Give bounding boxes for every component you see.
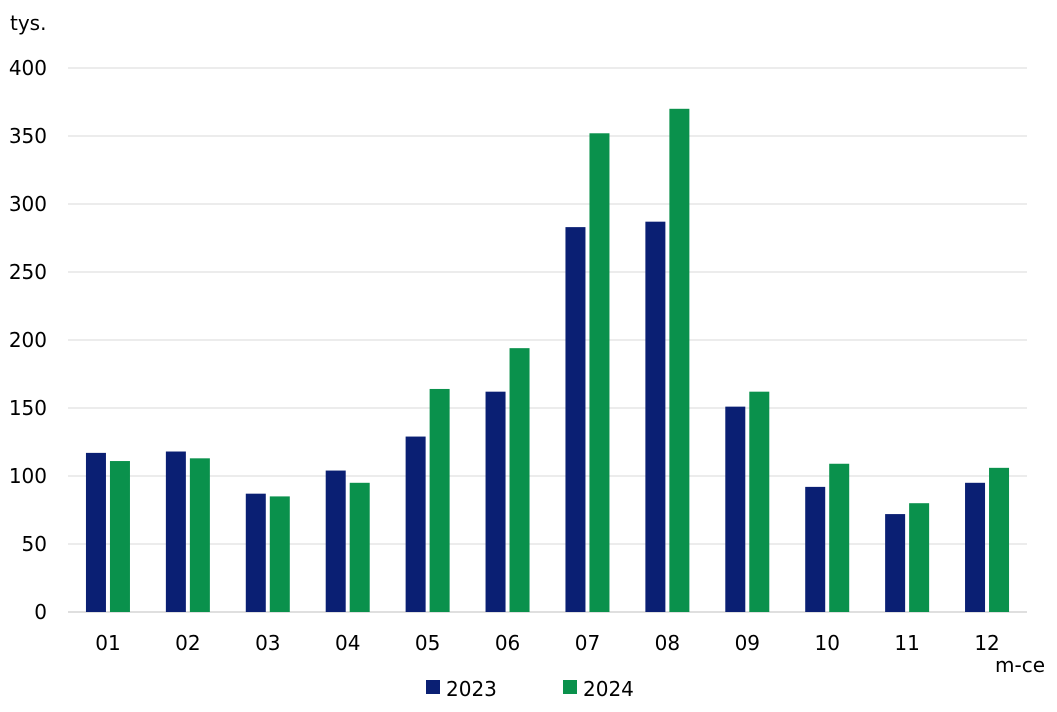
bar-2023-01 (85, 452, 106, 612)
bar-2024-02 (189, 458, 210, 612)
bar-2023-09 (725, 406, 746, 612)
bar-2024-04 (349, 482, 370, 612)
y-tick-label: 400 (9, 56, 47, 80)
bar-2024-07 (589, 133, 610, 612)
legend-swatch-2023 (426, 680, 440, 694)
bar-2024-09 (749, 391, 770, 612)
gridlines (68, 67, 1027, 613)
bar-2024-05 (429, 388, 450, 612)
bar-2024-06 (509, 348, 530, 612)
legend-swatch-2024 (563, 680, 577, 694)
bar-2023-07 (565, 227, 586, 612)
x-axis-ticks: 01 02 03 04 05 06 07 08 09 10 11 12 (95, 631, 1000, 655)
x-tick-label: 09 (735, 631, 760, 655)
x-tick-label: 11 (894, 631, 919, 655)
x-tick-label: 02 (175, 631, 200, 655)
x-axis-title: m-ce (995, 653, 1045, 677)
bar-2023-02 (165, 451, 186, 612)
x-tick-label: 04 (335, 631, 360, 655)
x-tick-label: 10 (814, 631, 839, 655)
x-tick-label: 03 (255, 631, 280, 655)
bars (85, 108, 1010, 613)
legend: 2023 2024 (426, 677, 634, 701)
x-tick-label: 05 (415, 631, 440, 655)
y-tick-label: 50 (22, 532, 47, 556)
bar-2023-12 (965, 482, 986, 612)
y-tick-label: 0 (34, 600, 47, 624)
bar-2024-10 (829, 463, 850, 612)
y-axis-ticks: 0 50 100 150 200 250 300 350 400 (9, 56, 47, 624)
y-axis-title: tys. (10, 11, 46, 35)
x-tick-label: 08 (655, 631, 680, 655)
bar-2023-04 (325, 470, 346, 612)
bar-2023-10 (805, 486, 826, 612)
bar-2024-01 (109, 461, 130, 612)
bar-2024-11 (909, 503, 930, 612)
y-tick-label: 350 (9, 124, 47, 148)
y-tick-label: 200 (9, 328, 47, 352)
bar-2023-11 (885, 514, 906, 612)
y-tick-label: 300 (9, 192, 47, 216)
x-tick-label: 01 (95, 631, 120, 655)
legend-label-2023: 2023 (446, 677, 497, 701)
y-tick-label: 150 (9, 396, 47, 420)
bar-2023-05 (405, 436, 426, 612)
y-tick-label: 250 (9, 260, 47, 284)
bar-2023-08 (645, 221, 666, 612)
bar-2024-12 (989, 467, 1010, 612)
y-tick-label: 100 (9, 464, 47, 488)
x-tick-label: 07 (575, 631, 600, 655)
bar-2024-08 (669, 108, 690, 613)
bar-2024-03 (269, 496, 290, 612)
x-tick-label: 12 (974, 631, 999, 655)
bar-2023-06 (485, 391, 506, 612)
bar-2023-03 (245, 493, 266, 612)
x-tick-label: 06 (495, 631, 520, 655)
legend-label-2024: 2024 (583, 677, 634, 701)
